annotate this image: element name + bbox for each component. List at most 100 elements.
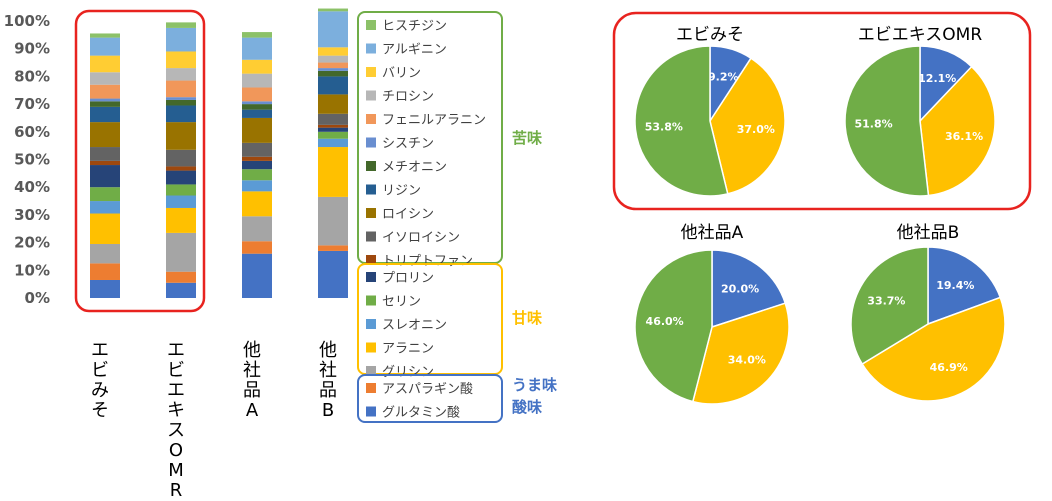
legend-item-label: バリン — [382, 66, 421, 81]
legend-item-label: アルギニン — [382, 43, 447, 58]
category-label-char: エ — [167, 340, 185, 361]
legend-item-label: イソロイシン — [382, 231, 460, 246]
bar-segment-10-1 — [166, 105, 196, 123]
legend-swatch — [366, 319, 376, 329]
bar-segment-16-3 — [318, 11, 348, 48]
category-label-char: ビ — [167, 360, 185, 381]
bar-segment-15-1 — [166, 51, 196, 69]
bar-segment-5-3 — [318, 131, 348, 139]
bar-segment-15-3 — [318, 47, 348, 56]
pie-slice-label: 9.2% — [708, 70, 739, 83]
bar-segment-17-2 — [242, 32, 272, 38]
y-tick-label: 0% — [25, 289, 50, 307]
legend-item-label: チロシン — [382, 90, 434, 105]
legend-swatch — [366, 272, 376, 282]
bar-segment-9-3 — [318, 94, 348, 114]
pie-slice-label: 46.9% — [930, 361, 968, 374]
pie-title: 他社品B — [897, 223, 960, 243]
y-tick-label: 30% — [14, 206, 50, 224]
bar-segment-1-2 — [242, 241, 272, 254]
bar-segment-3-3 — [318, 147, 348, 197]
bar-segment-7-0 — [90, 160, 120, 166]
y-tick-label: 90% — [14, 40, 50, 58]
bar-segment-15-0 — [90, 55, 120, 73]
bar-segment-8-0 — [90, 147, 120, 161]
legend-item-label: スレオニン — [382, 318, 447, 333]
bar-segment-10-0 — [90, 106, 120, 123]
bar-segment-10-3 — [318, 76, 348, 95]
legend-swatch — [366, 255, 376, 265]
bar-segment-7-1 — [166, 166, 196, 171]
bar-segment-12-1 — [166, 97, 196, 100]
bar-segment-1-3 — [318, 245, 348, 251]
bar-segment-14-0 — [90, 72, 120, 85]
bar-segment-12-2 — [242, 101, 272, 105]
bar-segment-0-0 — [90, 279, 120, 298]
bar-segment-2-1 — [166, 232, 196, 272]
bar-segment-14-2 — [242, 73, 272, 88]
pie-slice-0 — [711, 249, 787, 329]
bar-segment-9-0 — [90, 122, 120, 148]
category-label-char: 他 — [319, 340, 337, 361]
legend-item-label: リジン — [382, 184, 421, 199]
pie-slice-label: 46.0% — [646, 315, 684, 328]
bar-segment-9-1 — [166, 122, 196, 150]
pie-slice-label: 12.1% — [918, 72, 956, 85]
legend-item-label: フェニルアラニン — [382, 113, 486, 128]
pie-slice-2 — [634, 45, 729, 197]
pie-slice-2 — [844, 45, 930, 197]
bar-segment-4-2 — [242, 180, 272, 192]
legend-item-label: セリン — [382, 295, 421, 310]
legend-swatch — [366, 208, 376, 218]
bar-segment-7-2 — [242, 156, 272, 161]
bar-segment-5-0 — [90, 187, 120, 202]
legend-group-label: 甘味 — [512, 309, 542, 327]
pie-slice-label: 33.7% — [867, 295, 905, 308]
legend-swatch — [366, 342, 376, 353]
pie-slice-1 — [919, 65, 996, 197]
legend-item-label: アラニン — [382, 342, 434, 357]
y-tick-label: 100% — [4, 12, 50, 30]
category-label-char: R — [170, 480, 183, 497]
pie-slice-1 — [691, 302, 790, 405]
y-tick-label: 40% — [14, 178, 50, 196]
legend-item-label: ロイシン — [382, 207, 434, 222]
bar-segment-13-2 — [242, 87, 272, 102]
bar-segment-5-2 — [242, 169, 272, 181]
legend-swatch — [366, 184, 376, 195]
bar-segment-3-2 — [242, 191, 272, 217]
bar-segment-17-3 — [318, 8, 348, 12]
bar-segment-14-1 — [166, 68, 196, 81]
y-tick-label: 80% — [14, 67, 50, 85]
legend-swatch — [366, 43, 376, 54]
legend-swatch — [366, 406, 376, 417]
category-label-char: A — [246, 400, 259, 421]
stacked-bar-chart: 0%10%20%30%40%50%60%70%80%90%100%エビみそエビみ… — [4, 8, 348, 501]
bar-segment-15-2 — [242, 59, 272, 74]
bar-segment-12-3 — [318, 68, 348, 71]
bar-segment-5-1 — [166, 184, 196, 196]
category-label-char: ス — [167, 420, 185, 441]
legend-group-label: うま味 — [512, 376, 557, 394]
bar-segment-11-2 — [242, 104, 272, 110]
bar-segment-13-3 — [318, 62, 348, 69]
category-label-char: 社 — [319, 360, 337, 381]
category-label-char: み — [91, 380, 109, 401]
pie-slice-0 — [927, 246, 1002, 326]
pie-slice-label: 20.0% — [721, 282, 759, 295]
bar-segment-13-1 — [166, 80, 196, 98]
category-label-char: キ — [167, 400, 185, 421]
pie-slice-label: 19.4% — [936, 279, 974, 292]
bar-segment-17-0 — [90, 33, 120, 38]
y-tick-label: 70% — [14, 95, 50, 113]
bar-segment-6-0 — [90, 165, 120, 188]
legend-group-frame-2 — [357, 374, 503, 423]
bar-segment-12-0 — [90, 98, 120, 102]
bar-segment-11-3 — [318, 70, 348, 77]
category-label-char: B — [322, 400, 334, 421]
bar-segment-10-2 — [242, 109, 272, 118]
bar-segment-0-1 — [166, 282, 196, 298]
bar-segment-0-3 — [318, 250, 348, 298]
bar-segment-1-0 — [90, 263, 120, 280]
